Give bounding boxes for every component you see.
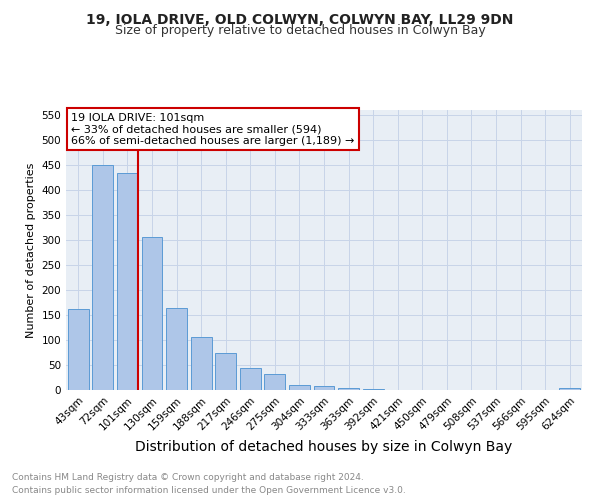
Bar — [68, 308, 89, 390]
Bar — [240, 368, 261, 390]
Text: Contains HM Land Registry data © Crown copyright and database right 2024.: Contains HM Land Registry data © Crown c… — [12, 474, 364, 482]
Y-axis label: Number of detached properties: Number of detached properties — [26, 162, 36, 338]
Text: 19 IOLA DRIVE: 101sqm
← 33% of detached houses are smaller (594)
66% of semi-det: 19 IOLA DRIVE: 101sqm ← 33% of detached … — [71, 113, 355, 146]
X-axis label: Distribution of detached houses by size in Colwyn Bay: Distribution of detached houses by size … — [136, 440, 512, 454]
Bar — [314, 386, 334, 390]
Bar — [215, 353, 236, 390]
Text: 19, IOLA DRIVE, OLD COLWYN, COLWYN BAY, LL29 9DN: 19, IOLA DRIVE, OLD COLWYN, COLWYN BAY, … — [86, 12, 514, 26]
Bar — [117, 172, 138, 390]
Bar — [362, 389, 383, 390]
Bar — [92, 165, 113, 390]
Text: Contains public sector information licensed under the Open Government Licence v3: Contains public sector information licen… — [12, 486, 406, 495]
Bar — [166, 308, 187, 390]
Bar — [265, 374, 286, 390]
Bar — [142, 236, 163, 390]
Bar — [191, 337, 212, 390]
Bar — [289, 385, 310, 390]
Bar — [338, 388, 359, 390]
Bar — [559, 388, 580, 390]
Text: Size of property relative to detached houses in Colwyn Bay: Size of property relative to detached ho… — [115, 24, 485, 37]
